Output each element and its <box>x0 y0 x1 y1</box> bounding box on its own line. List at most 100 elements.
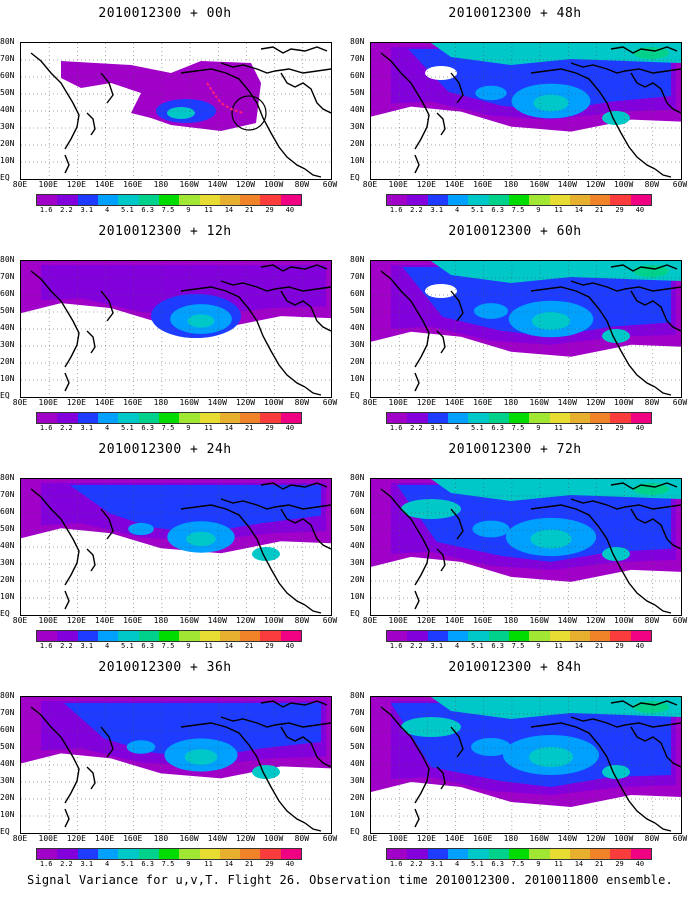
colorbar-swatch <box>138 849 159 859</box>
coastline-8 <box>304 822 322 832</box>
coastline-7 <box>64 808 70 828</box>
latitude-tick-label: 80N <box>0 255 15 264</box>
latitude-tick-label: 20N <box>0 357 15 366</box>
coastline-3 <box>380 270 430 368</box>
colorbar-tick-label: 9 <box>186 642 191 650</box>
longitude-tick-label: 120W <box>235 180 256 189</box>
colorbar-tick-label: 1.6 <box>389 860 403 868</box>
colorbar-swatch <box>118 413 139 423</box>
colorbar-tick-label: 40 <box>285 206 295 214</box>
target-circle <box>231 95 267 131</box>
colorbar-tick-label: 4 <box>104 860 110 868</box>
longitude-tick-label: 100E <box>38 616 58 625</box>
longitude-axis: 80E 100E 120E 140E 160E 180 160W 140W 120W 100W 80… <box>360 180 700 190</box>
longitude-tick-label: 60W <box>322 180 338 189</box>
colorbar-tick-label: 2.2 <box>60 642 73 650</box>
colorbar-swatch <box>427 413 448 423</box>
map-svg <box>371 479 681 615</box>
colorbar-swatch <box>280 195 302 205</box>
longitude-tick-label: 160W <box>179 398 199 407</box>
latitude-axis: 80N 70N 60N 50N 40N 30N 20N 10N EQ <box>0 474 20 624</box>
longitude-tick-label: 120E <box>416 834 436 843</box>
colorbar-swatch <box>529 195 550 205</box>
colorbar <box>36 630 302 642</box>
colorbar-tick-label: 9 <box>536 206 541 214</box>
longitude-tick-label: 80W <box>644 398 660 407</box>
colorbar-tick-label: 3.1 <box>80 424 94 432</box>
colorbar-swatch <box>549 631 570 641</box>
longitude-tick-label: 120W <box>585 398 606 407</box>
colorbar-swatch <box>447 849 469 859</box>
coastline-3 <box>30 52 80 150</box>
field-cyan-core-2 <box>602 765 630 779</box>
longitude-tick-label: 140W <box>207 398 227 407</box>
colorbar-swatch <box>610 849 631 859</box>
longitude-tick-label: 100E <box>388 834 408 843</box>
longitude-tick-label: 100E <box>388 180 408 189</box>
variance-map <box>370 478 682 616</box>
colorbar-tick-label: 3.1 <box>430 642 444 650</box>
longitude-tick-label: 140W <box>207 616 227 625</box>
latitude-tick-label: 30N <box>350 122 365 131</box>
colorbar-swatch <box>260 195 281 205</box>
colorbar-swatch <box>468 195 489 205</box>
coastline-8 <box>654 386 672 396</box>
longitude-axis: 80E 100E 120E 140E 160E 180 160W 140W 120W 100W 80… <box>360 616 700 626</box>
colorbar-tick-label: 6.3 <box>141 424 155 432</box>
latitude-tick-label: 30N <box>0 340 15 349</box>
longitude-tick-label: 100E <box>38 834 58 843</box>
colorbar-swatch <box>240 849 261 859</box>
longitude-tick-label: 80W <box>294 398 310 407</box>
colorbar-tick-label: 29 <box>265 642 274 650</box>
field-cyan-core <box>533 94 569 112</box>
colorbar-swatch <box>158 631 180 641</box>
longitude-tick-label: 100E <box>388 616 408 625</box>
latitude-tick-label: 60N <box>350 289 365 298</box>
latitude-tick-label: 20N <box>0 139 15 148</box>
longitude-tick-label: 140E <box>444 180 465 189</box>
variance-map <box>20 260 332 398</box>
colorbar-tick-label: 9 <box>186 860 191 868</box>
colorbar-tick-label: 7.5 <box>161 860 175 868</box>
coastline-3 <box>30 488 80 586</box>
latitude-tick-label: 30N <box>350 340 365 349</box>
panel-title: 2010012300 + 00h <box>98 6 232 21</box>
coastline-7 <box>414 372 420 392</box>
colorbar-tick-label: 5.1 <box>471 206 484 214</box>
colorbar-swatch <box>488 631 509 641</box>
colorbar-swatch <box>427 195 448 205</box>
longitude-tick-label: 180 <box>503 616 519 625</box>
colorbar-tick-label: 14 <box>224 860 234 868</box>
colorbar-swatch <box>97 631 119 641</box>
longitude-axis: 80E 100E 120E 140E 160E 180 160W 140W 120W 100W 80… <box>10 180 350 190</box>
longitude-axis: 80E 100E 120E 140E 160E 180 160W 140W 120W 100W 80… <box>360 398 700 408</box>
longitude-tick-label: 180 <box>153 398 169 407</box>
colorbar-swatch <box>610 195 631 205</box>
colorbar-swatch <box>280 631 302 641</box>
latitude-tick-label: 20N <box>0 793 15 802</box>
field-cyan-core-2 <box>602 329 630 343</box>
colorbar-tick-label: 29 <box>615 860 624 868</box>
latitude-tick-label: 70N <box>350 272 365 281</box>
latitude-axis: 80N 70N 60N 50N 40N 30N 20N 10N EQ <box>350 38 370 188</box>
panel-title: 2010012300 + 72h <box>448 442 582 457</box>
colorbar-swatch <box>158 849 180 859</box>
colorbar-tick-label: 6.3 <box>141 860 155 868</box>
latitude-axis: 80N 70N 60N 50N 40N 30N 20N 10N EQ <box>0 692 20 842</box>
coastline-0 <box>180 504 306 606</box>
longitude-tick-label: 140W <box>207 834 227 843</box>
colorbar-swatch <box>529 631 550 641</box>
latitude-tick-label: 50N <box>350 306 365 315</box>
colorbar-tick-label: 3.1 <box>430 206 444 214</box>
colorbar-swatch <box>260 631 281 641</box>
coastline-5 <box>86 112 96 136</box>
colorbar-labels: 1.6 2.2 3.1 4 5.1 6.3 7.5 9 11 14 21 29 40 <box>36 206 300 214</box>
colorbar-tick-label: 1.6 <box>39 424 53 432</box>
colorbar-tick-label: 3.1 <box>430 424 444 432</box>
colorbar-swatch <box>508 195 530 205</box>
colorbar-swatch <box>529 413 550 423</box>
map-panel: 2010012300 + 60h 80N 70N 60N 50N 40N 30N 20N 10N… <box>350 218 687 432</box>
longitude-tick-label: 120W <box>585 616 606 625</box>
colorbar-tick-label: 2.2 <box>60 860 73 868</box>
variance-map <box>20 42 332 180</box>
